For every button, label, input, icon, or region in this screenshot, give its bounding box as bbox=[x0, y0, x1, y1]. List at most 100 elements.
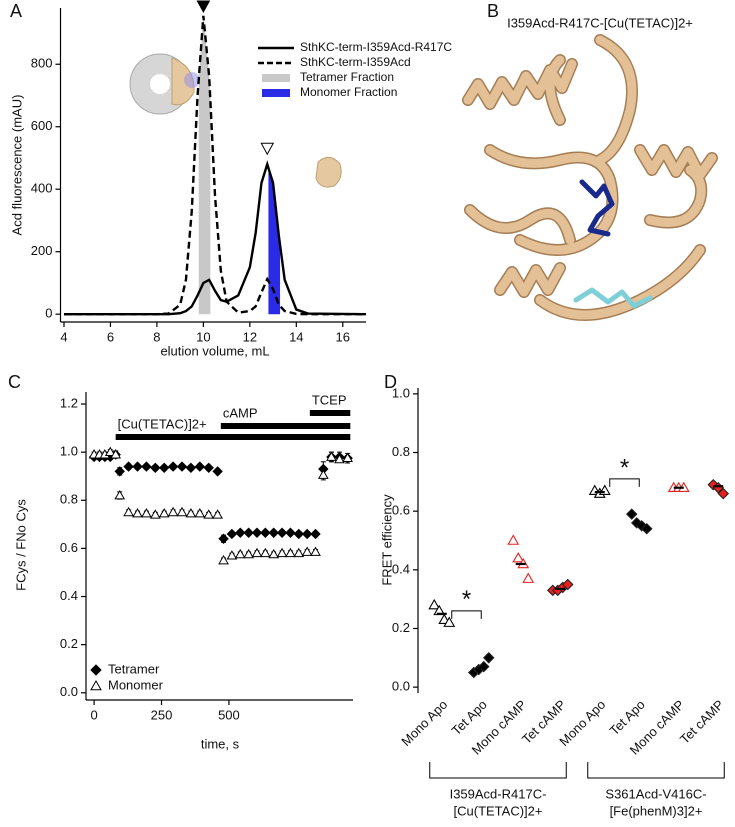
x-axis-title: elution volume, mL bbox=[160, 343, 269, 358]
data-point bbox=[203, 462, 214, 474]
data-point bbox=[110, 449, 122, 459]
significance-bracket bbox=[451, 610, 482, 619]
data-point bbox=[301, 528, 313, 540]
y-tick-label: 0.4 bbox=[392, 561, 410, 576]
x-axis-title: time, s bbox=[201, 736, 240, 751]
data-point bbox=[507, 534, 520, 545]
legend-marker bbox=[90, 664, 102, 676]
data-point bbox=[218, 554, 229, 565]
y-tick-label: 1.0 bbox=[60, 444, 78, 459]
data-point bbox=[285, 547, 296, 558]
treatment-label: cAMP bbox=[223, 405, 258, 420]
treatment-bar bbox=[309, 410, 351, 416]
treatment-bar bbox=[220, 423, 351, 429]
data-point bbox=[141, 461, 152, 472]
significance-bracket bbox=[609, 478, 640, 487]
data-point bbox=[226, 528, 238, 540]
data-point bbox=[114, 489, 126, 500]
data-point bbox=[251, 527, 263, 538]
y-tick-label: 0.6 bbox=[392, 503, 410, 518]
structure-title: I359Acd-R417C-[Cu(TETAC)]2+ bbox=[507, 15, 693, 30]
fraction-area bbox=[198, 15, 211, 315]
y-tick-label: 0.8 bbox=[392, 444, 410, 459]
series-line bbox=[63, 15, 366, 316]
data-point bbox=[260, 527, 271, 538]
data-point bbox=[149, 509, 161, 519]
y-tick-label: 0.4 bbox=[60, 588, 78, 603]
series-line bbox=[63, 160, 367, 316]
data-point bbox=[561, 578, 574, 591]
data-point bbox=[293, 528, 304, 540]
y-tick-label: 400 bbox=[31, 181, 53, 196]
data-point bbox=[317, 469, 329, 479]
peak-marker bbox=[196, 0, 211, 14]
data-point bbox=[625, 508, 638, 520]
data-point bbox=[167, 461, 179, 472]
data-point bbox=[123, 461, 134, 472]
y-axis-title: FRET efficiency bbox=[379, 494, 394, 586]
data-point bbox=[285, 527, 296, 538]
data-point bbox=[259, 547, 271, 558]
panel-label: B bbox=[487, 1, 499, 21]
data-point bbox=[212, 509, 223, 519]
y-tick-label: 0.8 bbox=[60, 492, 78, 507]
x-tick-label: 12 bbox=[243, 329, 257, 344]
group-bracket bbox=[587, 762, 725, 779]
x-tick-label: 8 bbox=[153, 329, 160, 344]
data-point bbox=[443, 616, 456, 627]
data-point bbox=[428, 598, 441, 610]
y-tick-label: 0.0 bbox=[392, 679, 410, 694]
data-point bbox=[123, 506, 134, 517]
x-tick-label: 250 bbox=[151, 707, 173, 722]
x-tick-label: 10 bbox=[196, 329, 210, 344]
group-label: S361Acd-V416C- bbox=[605, 786, 706, 801]
panel-label: C bbox=[8, 372, 21, 392]
data-point bbox=[268, 548, 280, 559]
panel-label: D bbox=[384, 372, 397, 392]
y-tick-label: 0 bbox=[45, 306, 52, 321]
data-point bbox=[158, 508, 170, 518]
data-point bbox=[234, 548, 246, 559]
data-point bbox=[218, 533, 229, 544]
data-point bbox=[334, 453, 345, 464]
data-point bbox=[176, 506, 188, 517]
data-point bbox=[167, 506, 179, 517]
data-point bbox=[226, 550, 238, 560]
data-point bbox=[159, 462, 170, 474]
legend-label: SthKC-term-I359Acd bbox=[300, 55, 411, 69]
legend-label: Tetramer bbox=[108, 661, 160, 676]
data-point bbox=[243, 548, 254, 559]
y-axis-title: FCys / FNo Cys bbox=[13, 499, 28, 591]
y-tick-label: 1.0 bbox=[392, 385, 410, 400]
x-tick-label: 500 bbox=[218, 707, 240, 722]
data-point bbox=[342, 452, 353, 463]
y-tick-label: 800 bbox=[31, 56, 53, 71]
legend-swatch bbox=[262, 74, 290, 82]
data-point bbox=[132, 461, 143, 472]
y-tick-label: 200 bbox=[31, 243, 53, 258]
x-tick-label: 16 bbox=[336, 329, 350, 344]
data-point bbox=[185, 462, 197, 474]
data-point bbox=[301, 546, 313, 556]
data-point bbox=[243, 527, 254, 538]
data-point bbox=[203, 509, 215, 519]
data-point bbox=[482, 652, 495, 664]
peak-marker bbox=[260, 142, 275, 156]
data-point bbox=[717, 487, 730, 500]
data-point bbox=[212, 466, 223, 477]
y-tick-label: 0.6 bbox=[60, 540, 78, 555]
x-tick-label: 0 bbox=[90, 707, 97, 722]
legend-marker bbox=[90, 679, 102, 691]
data-point bbox=[268, 527, 279, 538]
data-point bbox=[310, 546, 321, 556]
inset-monomer bbox=[315, 157, 342, 188]
data-point bbox=[522, 572, 535, 583]
group-bracket bbox=[429, 762, 567, 779]
y-tick-label: 1.2 bbox=[60, 395, 78, 410]
treatment-label: [Cu(TETAC)]2+ bbox=[118, 416, 207, 431]
y-tick-label: 600 bbox=[31, 118, 53, 133]
data-point bbox=[326, 451, 337, 461]
y-axis-title: Acd fluorescence (mAU) bbox=[9, 95, 24, 236]
x-tick-label: 4 bbox=[60, 329, 67, 344]
